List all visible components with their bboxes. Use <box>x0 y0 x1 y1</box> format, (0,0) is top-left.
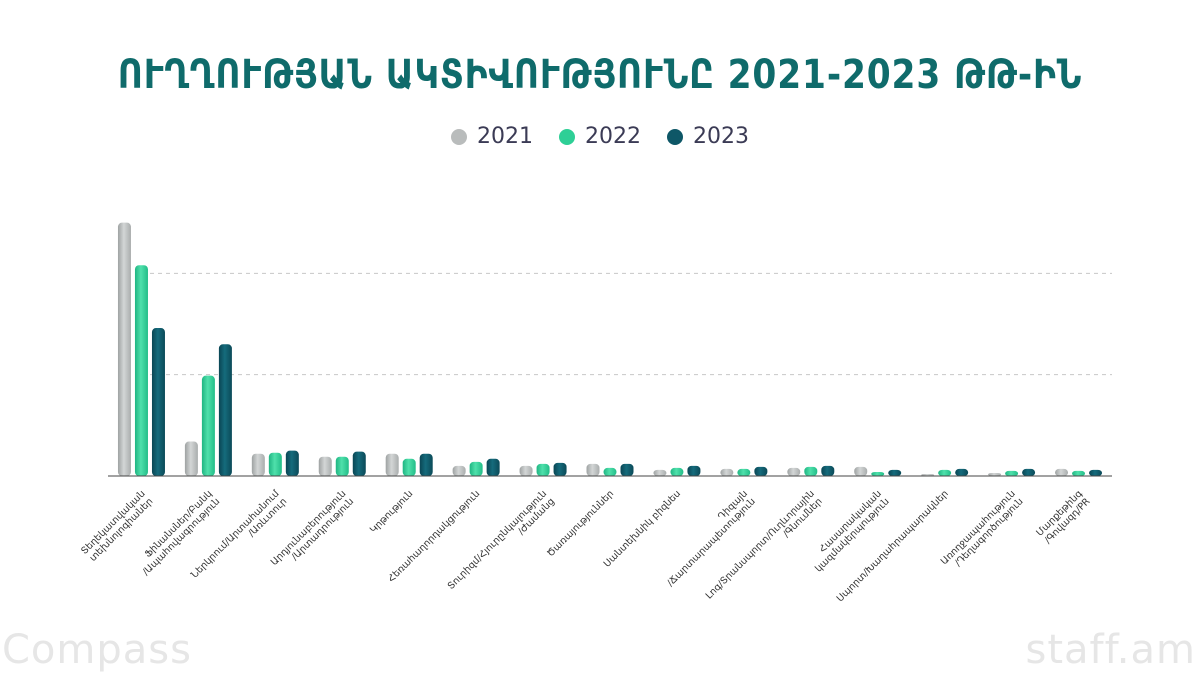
bar-2021-7 <box>586 463 600 476</box>
bar-2022-8 <box>670 467 684 476</box>
bar-2021-12 <box>921 473 935 476</box>
staff-am-logo: staff.am <box>1025 627 1196 673</box>
legend-item-2021: 2021 <box>451 124 533 149</box>
bar-2023-5 <box>486 458 500 476</box>
bar-2022-14 <box>1072 470 1086 476</box>
compass-logo: Compass <box>2 627 192 673</box>
bar-2022-5 <box>469 461 483 476</box>
x-tick-labels: ՏեղեկատվականտեխնոլոգիաներՖինանսներ/Բանկ/… <box>79 488 1093 609</box>
bar-2021-0 <box>117 222 131 476</box>
bar-2022-7 <box>603 467 617 476</box>
bar-2023-13 <box>1022 468 1036 476</box>
x-tick-label: Առողջապահություն/Դեղագործություն <box>939 488 1026 575</box>
bar-2022-10 <box>804 466 818 476</box>
bar-2023-1 <box>218 344 232 476</box>
bar-2022-6 <box>536 463 550 476</box>
bar-2023-10 <box>821 465 835 476</box>
bar-2023-12 <box>955 468 969 476</box>
legend-swatch-2023 <box>667 128 683 145</box>
bar-2021-10 <box>787 467 801 476</box>
bar-2021-5 <box>452 465 466 476</box>
legend: 2021 2022 2023 <box>0 124 1200 149</box>
bar-2022-9 <box>737 468 751 476</box>
gridlines <box>150 272 1112 376</box>
bar-2021-2 <box>251 453 265 476</box>
bar-2023-0 <box>151 328 165 476</box>
bar-2023-4 <box>419 453 433 476</box>
bar-2021-3 <box>318 456 332 476</box>
bar-2023-6 <box>553 462 567 476</box>
bar-2022-1 <box>201 375 215 476</box>
legend-swatch-2021 <box>451 128 467 145</box>
bar-2021-9 <box>720 468 734 476</box>
bar-2022-0 <box>134 265 148 476</box>
bar-2023-7 <box>620 463 634 476</box>
bar-2021-11 <box>854 466 868 476</box>
bar-2021-8 <box>653 469 667 476</box>
legend-label-2022: 2022 <box>585 124 641 149</box>
bar-2023-11 <box>888 469 902 476</box>
legend-item-2023: 2023 <box>667 124 749 149</box>
bar-2023-9 <box>754 466 768 476</box>
bar-2022-4 <box>402 458 416 476</box>
legend-label-2021: 2021 <box>477 124 533 149</box>
legend-item-2022: 2022 <box>559 124 641 149</box>
bar-2021-6 <box>519 465 533 476</box>
bar-2023-8 <box>687 465 701 476</box>
bar-2022-11 <box>871 471 885 476</box>
x-tick-label: Սանտեխնիկ բիզնես <box>602 488 683 569</box>
bar-2022-12 <box>938 469 952 476</box>
bar-2021-1 <box>184 441 198 476</box>
legend-swatch-2022 <box>559 128 575 145</box>
x-tick-label: Կրթություն <box>368 488 415 535</box>
bar-2021-13 <box>988 472 1002 476</box>
x-tick-label: Սպորտ/Խաղահրապարակներ <box>835 488 951 604</box>
x-tick-label: Ծառայություններ <box>545 488 616 559</box>
bar-2023-3 <box>352 451 366 476</box>
bar-2022-2 <box>268 452 282 476</box>
bars <box>117 222 1103 476</box>
legend-label-2023: 2023 <box>693 124 749 149</box>
bar-2023-2 <box>285 450 299 476</box>
x-tick-label: Լոգ/Տրանսպորտ/Ուղևորային/Գնումներ <box>704 488 825 609</box>
bar-2021-14 <box>1055 468 1069 476</box>
bar-2021-4 <box>385 453 399 476</box>
bar-2022-3 <box>335 456 349 476</box>
chart-title: ՈՒՂՂՈՒԹՅԱՆ ԱԿՏԻՎՈՒԹՅՈՒՆԸ 2021-2023 ԹԹ-ԻՆ <box>117 52 1083 98</box>
x-tick-label: Մարքեթինգ/Գովազդ/PR <box>1034 488 1093 547</box>
bar-2022-13 <box>1005 470 1019 476</box>
bar-2023-14 <box>1089 469 1103 476</box>
